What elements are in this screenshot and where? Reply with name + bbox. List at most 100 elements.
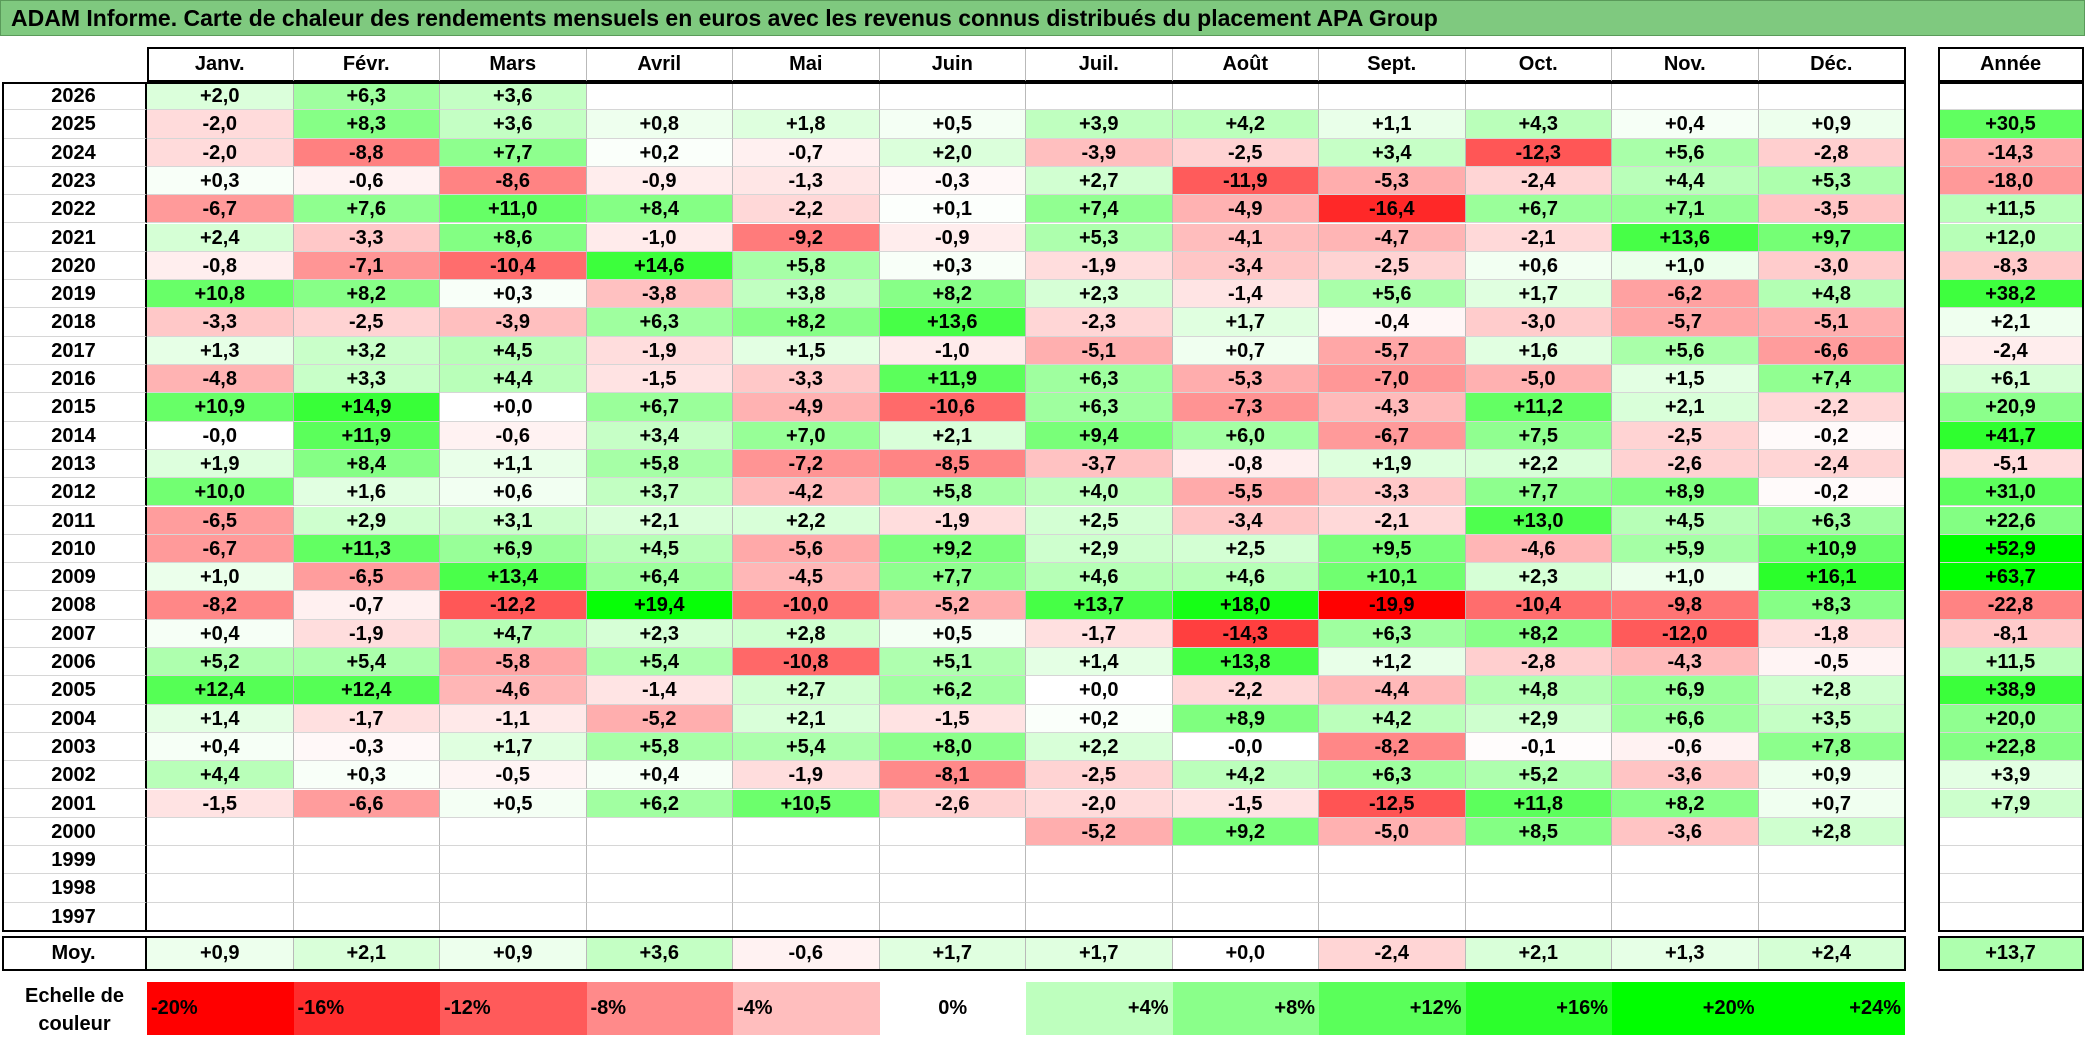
heatmap-cell: -0,5 bbox=[1758, 648, 1905, 677]
month-header: Sept. bbox=[1319, 47, 1466, 82]
heatmap-cell: -2,2 bbox=[1758, 393, 1905, 422]
heatmap-cell: +4,5 bbox=[1612, 506, 1759, 535]
heatmap-cell: +1,0 bbox=[147, 563, 294, 592]
heatmap-cell: +1,3 bbox=[147, 336, 294, 365]
average-cell: -2,4 bbox=[1319, 936, 1466, 970]
year-label: 1999 bbox=[2, 846, 147, 875]
year-label: 2007 bbox=[2, 619, 147, 648]
heatmap-cell: -1,1 bbox=[440, 704, 587, 733]
heatmap-cell: -2,1 bbox=[1465, 223, 1612, 252]
heatmap-cell: -6,7 bbox=[147, 195, 294, 224]
heatmap-cell: -3,6 bbox=[1612, 817, 1759, 847]
heatmap-cell: +3,5 bbox=[1758, 704, 1905, 733]
heatmap-cell: -0,0 bbox=[1172, 732, 1319, 762]
annual-cell: -2,4 bbox=[1938, 336, 2084, 365]
heatmap-cell bbox=[733, 82, 880, 111]
heatmap-cell: -1,9 bbox=[879, 506, 1026, 535]
heatmap-cell bbox=[1319, 902, 1466, 931]
color-scale-stop: -4% bbox=[733, 982, 880, 1035]
heatmap-cell: +2,7 bbox=[1026, 166, 1173, 196]
heatmap-cell: -4,7 bbox=[1319, 223, 1466, 252]
year-label: 2026 bbox=[2, 82, 147, 111]
heatmap-cell: +2,3 bbox=[1465, 563, 1612, 592]
heatmap-cell bbox=[733, 902, 880, 931]
heatmap-cell: +0,7 bbox=[1172, 336, 1319, 365]
heatmap-cell: -8,2 bbox=[1319, 732, 1466, 762]
annual-cell: +20,0 bbox=[1938, 704, 2084, 733]
heatmap-cell: -5,2 bbox=[586, 704, 733, 733]
heatmap-cell: -1,5 bbox=[586, 365, 733, 394]
heatmap-cell: +3,8 bbox=[733, 280, 880, 309]
heatmap-cell: +0,5 bbox=[440, 789, 587, 818]
year-label: 2019 bbox=[2, 280, 147, 309]
year-label: 2015 bbox=[2, 393, 147, 422]
heatmap-cell: +5,2 bbox=[1465, 761, 1612, 790]
heatmap-cell: -2,5 bbox=[1026, 761, 1173, 790]
year-label: 2016 bbox=[2, 365, 147, 394]
heatmap-cell: -0,4 bbox=[1319, 308, 1466, 337]
heatmap-cell: +6,3 bbox=[586, 308, 733, 337]
heatmap-cell: +2,9 bbox=[1026, 534, 1173, 564]
heatmap-cell bbox=[440, 817, 587, 847]
heatmap-cell: +13,6 bbox=[879, 308, 1026, 337]
heatmap-cell: +8,9 bbox=[1612, 478, 1759, 507]
heatmap-cell: -16,4 bbox=[1319, 195, 1466, 224]
heatmap-cell: +8,0 bbox=[879, 732, 1026, 762]
heatmap-cell: -5,1 bbox=[1026, 336, 1173, 365]
heatmap-cell: -0,8 bbox=[147, 251, 294, 281]
heatmap-cell: -2,5 bbox=[293, 308, 440, 337]
heatmap-cell: -3,5 bbox=[1758, 195, 1905, 224]
heatmap-cell: -2,4 bbox=[1758, 449, 1905, 479]
year-label: 2003 bbox=[2, 732, 147, 762]
heatmap-cell: +5,8 bbox=[733, 251, 880, 281]
heatmap-cell: +7,7 bbox=[879, 563, 1026, 592]
heatmap-cell: +2,9 bbox=[1465, 704, 1612, 733]
heatmap-cell: +4,2 bbox=[1319, 704, 1466, 733]
heatmap-cell: -1,0 bbox=[586, 223, 733, 252]
heatmap-cell: -3,4 bbox=[1172, 506, 1319, 535]
year-label: 2018 bbox=[2, 308, 147, 337]
heatmap-cell: -4,4 bbox=[1319, 676, 1466, 705]
heatmap-cell: -5,3 bbox=[1319, 166, 1466, 196]
heatmap-cell: +2,2 bbox=[733, 506, 880, 535]
annual-cell: +38,9 bbox=[1938, 676, 2084, 705]
heatmap-cell: +2,1 bbox=[586, 506, 733, 535]
annual-cell bbox=[1938, 902, 2084, 931]
average-cell: +0,9 bbox=[440, 936, 587, 970]
heatmap-cell: -3,0 bbox=[1758, 251, 1905, 281]
heatmap-cell: -3,3 bbox=[293, 223, 440, 252]
heatmap-cell: -12,5 bbox=[1319, 789, 1466, 818]
heatmap-cell: +13,6 bbox=[1612, 223, 1759, 252]
heatmap-cell: +6,0 bbox=[1172, 421, 1319, 450]
heatmap-cell: +2,1 bbox=[879, 421, 1026, 450]
heatmap-cell: +0,2 bbox=[586, 138, 733, 167]
year-label: 2005 bbox=[2, 676, 147, 705]
heatmap-cell bbox=[1026, 902, 1173, 931]
annual-cell: +22,8 bbox=[1938, 732, 2084, 762]
heatmap-cell bbox=[1465, 902, 1612, 931]
heatmap-cell: -2,5 bbox=[1319, 251, 1466, 281]
color-scale-label: Echelle de couleur bbox=[25, 985, 124, 1035]
heatmap-cell: -3,3 bbox=[147, 308, 294, 337]
month-header: Janv. bbox=[147, 47, 294, 82]
heatmap-cell: +1,7 bbox=[1465, 280, 1612, 309]
heatmap-cell: +6,2 bbox=[879, 676, 1026, 705]
heatmap-cell: -5,8 bbox=[440, 648, 587, 677]
heatmap-cell: -4,1 bbox=[1172, 223, 1319, 252]
heatmap-cell bbox=[440, 846, 587, 875]
heatmap-cell bbox=[1758, 874, 1905, 903]
color-scale-stop: +12% bbox=[1319, 982, 1466, 1035]
heatmap-cell: +2,8 bbox=[1758, 676, 1905, 705]
heatmap-cell: -2,4 bbox=[1465, 166, 1612, 196]
heatmap-cell: +0,8 bbox=[586, 110, 733, 139]
average-cell: +2,1 bbox=[1465, 936, 1612, 970]
heatmap-cell: +2,1 bbox=[733, 704, 880, 733]
heatmap-cell: +6,9 bbox=[1612, 676, 1759, 705]
heatmap-cell: +11,9 bbox=[293, 421, 440, 450]
heatmap-cell: -0,2 bbox=[1758, 421, 1905, 450]
color-scale-stop: -8% bbox=[586, 982, 733, 1035]
heatmap-cell bbox=[1172, 82, 1319, 111]
heatmap-cell: +0,3 bbox=[147, 166, 294, 196]
average-cell: +1,7 bbox=[1026, 936, 1173, 970]
heatmap-cell: -0,6 bbox=[293, 166, 440, 196]
